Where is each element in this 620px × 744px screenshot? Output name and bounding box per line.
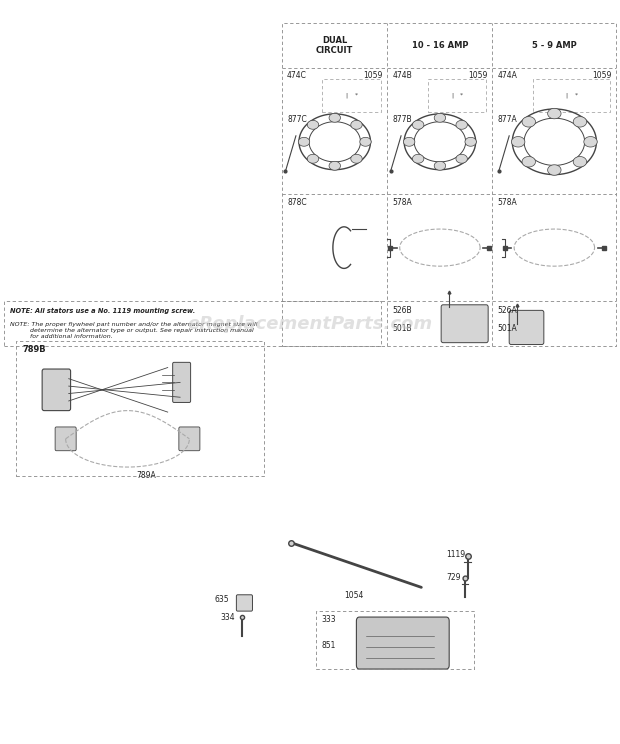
Text: 578A: 578A [497, 198, 517, 208]
Polygon shape [547, 164, 561, 176]
Text: 1054: 1054 [344, 591, 363, 600]
Text: 333: 333 [321, 615, 336, 623]
Polygon shape [308, 154, 319, 163]
Polygon shape [456, 154, 467, 163]
FancyBboxPatch shape [509, 310, 544, 344]
Polygon shape [547, 109, 561, 119]
Text: |: | [451, 92, 453, 98]
FancyBboxPatch shape [356, 617, 449, 669]
Text: 877C: 877C [287, 115, 307, 124]
Text: 1119: 1119 [446, 551, 465, 559]
Text: *: * [460, 93, 463, 98]
Text: 635: 635 [214, 594, 229, 604]
Text: eReplacementParts.com: eReplacementParts.com [187, 315, 433, 333]
Text: 501A: 501A [497, 324, 517, 333]
Text: 851: 851 [321, 641, 335, 650]
Text: 1059: 1059 [363, 71, 383, 80]
Text: |: | [346, 92, 348, 98]
Text: 5 - 9 AMP: 5 - 9 AMP [532, 41, 577, 50]
Polygon shape [522, 117, 536, 127]
Text: DUAL
CIRCUIT: DUAL CIRCUIT [316, 36, 353, 55]
Text: 578A: 578A [392, 198, 412, 208]
Polygon shape [512, 137, 525, 147]
FancyBboxPatch shape [172, 362, 190, 403]
Polygon shape [329, 113, 340, 122]
Text: 501B: 501B [392, 324, 412, 333]
Polygon shape [404, 138, 415, 147]
Text: NOTE: All stators use a No. 1119 mounting screw.: NOTE: All stators use a No. 1119 mountin… [10, 307, 195, 313]
Text: 729: 729 [446, 572, 461, 582]
Text: |: | [565, 92, 567, 98]
FancyBboxPatch shape [441, 305, 488, 343]
Polygon shape [434, 161, 446, 170]
Text: 789A: 789A [136, 471, 156, 480]
FancyBboxPatch shape [236, 594, 252, 611]
Polygon shape [308, 121, 319, 129]
Polygon shape [574, 117, 587, 127]
FancyBboxPatch shape [42, 369, 71, 411]
FancyBboxPatch shape [179, 427, 200, 451]
Text: 877B: 877B [392, 115, 412, 124]
Text: 334: 334 [220, 613, 235, 622]
Text: 474C: 474C [287, 71, 307, 80]
Text: 526A: 526A [497, 306, 517, 315]
Polygon shape [456, 121, 467, 129]
Text: 878C: 878C [287, 198, 307, 208]
Polygon shape [465, 138, 476, 147]
Polygon shape [298, 138, 310, 147]
Text: 474A: 474A [497, 71, 517, 80]
Text: 10 - 16 AMP: 10 - 16 AMP [412, 41, 468, 50]
Text: 789B: 789B [22, 344, 46, 353]
Polygon shape [329, 161, 340, 170]
Polygon shape [412, 121, 424, 129]
Text: 877A: 877A [497, 115, 517, 124]
FancyBboxPatch shape [55, 427, 76, 451]
Text: *: * [355, 93, 358, 98]
Text: NOTE: The proper flywheel part number and/or the alternator magnet size will
   : NOTE: The proper flywheel part number an… [10, 322, 257, 339]
Polygon shape [574, 156, 587, 167]
Polygon shape [522, 156, 536, 167]
Text: 1059: 1059 [592, 71, 611, 80]
Polygon shape [584, 137, 597, 147]
Text: 474B: 474B [392, 71, 412, 80]
Polygon shape [351, 121, 362, 129]
Polygon shape [434, 113, 446, 122]
Text: 526B: 526B [392, 306, 412, 315]
Polygon shape [412, 154, 424, 163]
Text: *: * [575, 93, 578, 98]
Polygon shape [351, 154, 362, 163]
Text: 1059: 1059 [468, 71, 487, 80]
Polygon shape [360, 138, 371, 147]
